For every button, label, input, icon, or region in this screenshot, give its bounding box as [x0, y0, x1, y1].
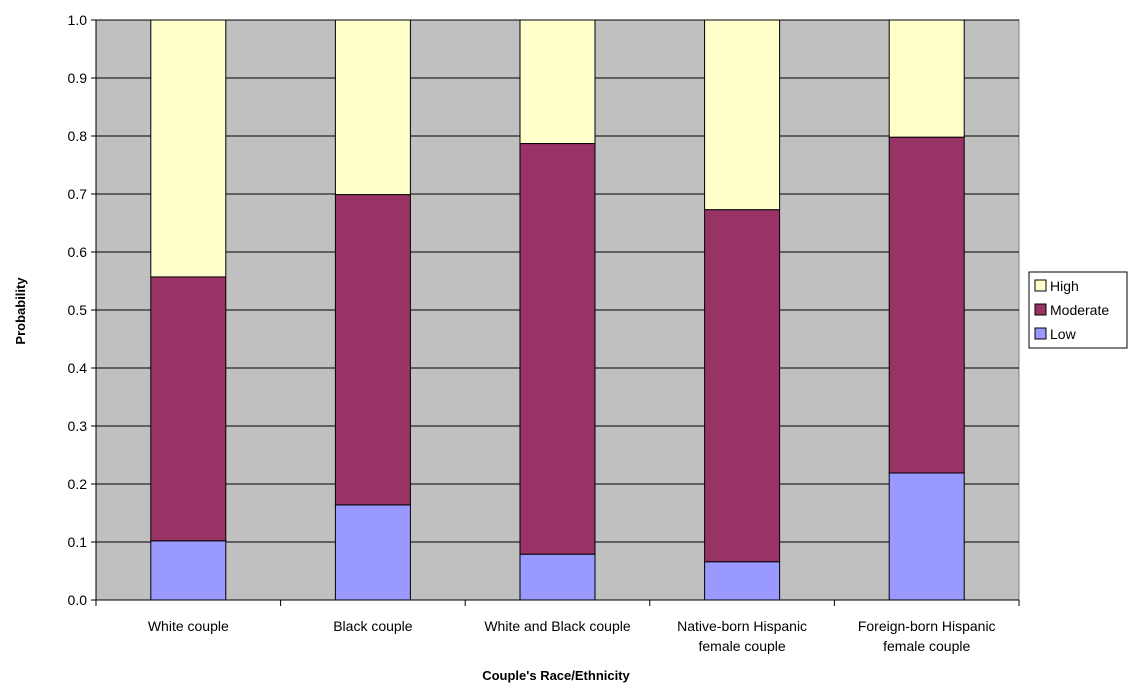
y-axis-title: Probability: [13, 277, 28, 345]
bar-segment-low: [888, 472, 965, 601]
bar-segment-low: [150, 540, 227, 601]
bar-segment-moderate: [888, 136, 965, 474]
x-category-label: White and Black couple: [484, 618, 631, 634]
bar-segment-high: [704, 19, 781, 211]
y-tick-labels: 0.0 0.1 0.2 0.3 0.4 0.5 0.6 0.7 0.8 0.9 1.0: [68, 12, 88, 608]
y-tick-label: 0.2: [68, 476, 88, 492]
x-category-labels: White couple Black couple White and Black …: [148, 618, 996, 654]
bar-segment-high: [334, 19, 411, 196]
y-tick-label: 0.1: [68, 534, 88, 550]
x-axis-title: Couple's Race/Ethnicity: [482, 668, 630, 683]
bar-segment-moderate: [704, 209, 781, 563]
y-tick-label: 0.3: [68, 418, 88, 434]
bar-segment-low: [519, 553, 596, 601]
legend-label-low: Low: [1050, 326, 1077, 342]
x-category-label: Foreign-born Hispanic female couple: [858, 618, 996, 654]
legend-swatch-low: [1034, 327, 1047, 340]
y-tick-label: 1.0: [68, 12, 88, 28]
bar-segment-low: [334, 504, 411, 601]
y-tick-label: 0.0: [68, 592, 88, 608]
y-tick-label: 0.7: [68, 186, 88, 202]
bar-segment-high: [888, 19, 965, 138]
bar-segment-high: [150, 19, 227, 278]
y-tick-label: 0.4: [68, 360, 88, 376]
x-category-label: Black couple: [333, 618, 413, 634]
y-tick-label: 0.5: [68, 302, 88, 318]
y-tick-label: 0.8: [68, 128, 88, 144]
bar-segment-moderate: [334, 194, 411, 506]
y-tick-label: 0.9: [68, 70, 88, 86]
bar-segment-moderate: [150, 276, 227, 542]
x-category-label: White couple: [148, 618, 229, 634]
bar-segment-moderate: [519, 143, 596, 555]
y-tick-label: 0.6: [68, 244, 88, 260]
legend-swatch-high: [1034, 279, 1047, 292]
legend-label-moderate: Moderate: [1050, 302, 1109, 318]
legend-swatch-moderate: [1034, 303, 1047, 316]
bar-segment-low: [704, 561, 781, 601]
legend: High Moderate Low: [1028, 271, 1128, 349]
legend-label-high: High: [1050, 278, 1079, 294]
bar-segment-high: [519, 19, 596, 145]
axes: [91, 19, 1020, 606]
bars: [150, 19, 965, 601]
x-category-label: Native-born Hispanic female couple: [677, 618, 807, 654]
